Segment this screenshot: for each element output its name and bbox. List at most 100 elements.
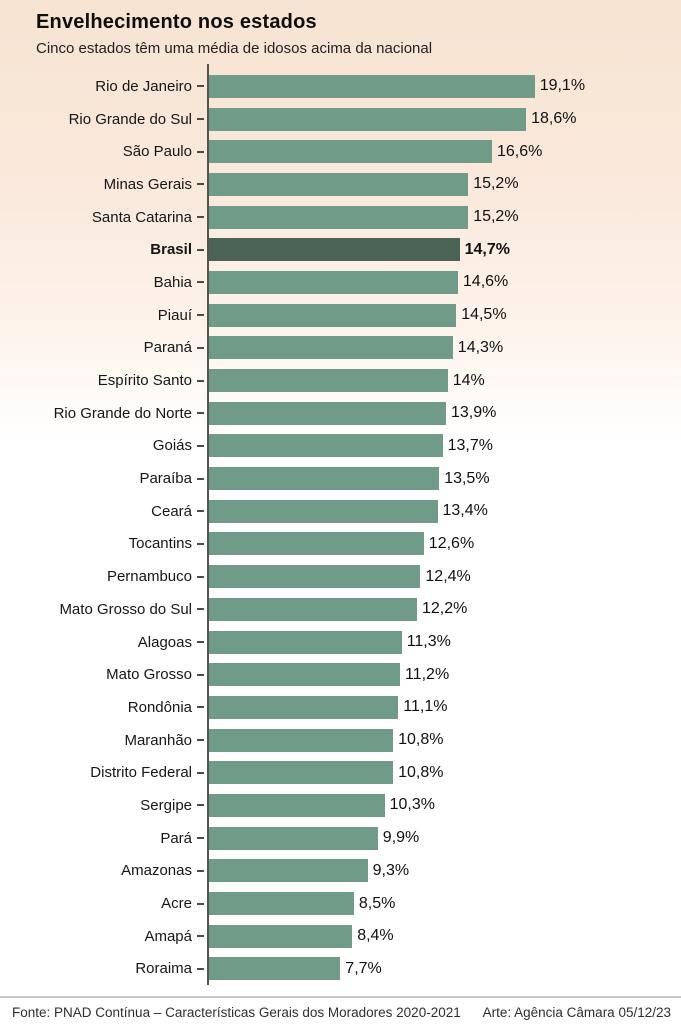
tick-wrap (192, 412, 207, 415)
tick-wrap (192, 477, 207, 480)
bar-row: Sergipe 10,3% (0, 789, 681, 822)
category-label: São Paulo (122, 143, 192, 161)
value-label: 14,6% (462, 273, 509, 291)
bar (209, 467, 440, 491)
bar-row: Piauí 14,5% (0, 298, 681, 332)
category-label: Mato Grosso (106, 666, 192, 684)
value-label: 15,2% (473, 208, 519, 226)
bar (209, 957, 341, 981)
value-label: 13,9% (451, 404, 497, 422)
bar-row: Paraíba 13,5% (0, 462, 681, 495)
bar-row: Paraná 14,3% (0, 331, 681, 365)
tick-mark (197, 477, 204, 480)
tick-mark (197, 575, 204, 578)
source-note: Fonte: PNAD Contínua – Características G… (12, 1005, 461, 1020)
bar (209, 303, 457, 327)
value-label: 12,6% (428, 534, 475, 552)
tick-wrap (192, 902, 207, 905)
tick-wrap (192, 216, 207, 219)
category-label: Santa Catarina (91, 208, 192, 226)
tick-wrap (192, 542, 207, 545)
bar (209, 892, 354, 916)
bar-track: 13,4% (207, 494, 681, 528)
bar-track: 7,7% (207, 952, 681, 986)
bar-track: 14,6% (207, 266, 681, 299)
value-label: 8,4% (357, 927, 394, 945)
category-label: Piauí (157, 306, 192, 324)
bar (209, 369, 448, 393)
tick-wrap (192, 641, 207, 644)
tick-mark (197, 771, 204, 774)
value-label: 19,1% (539, 77, 586, 95)
bar (209, 597, 417, 621)
bar (209, 499, 438, 523)
bar (209, 663, 400, 687)
bar-row: Pernambuco 12,4% (0, 560, 681, 593)
tick-wrap (192, 85, 207, 88)
value-label: 10,3% (389, 796, 435, 814)
category-label: Acre (161, 895, 192, 913)
bar-track: 8,5% (207, 887, 681, 920)
page-subtitle: Cinco estados têm uma média de idosos ac… (36, 40, 433, 57)
bar (209, 401, 446, 425)
axis-line-lead (207, 64, 217, 70)
bar (209, 695, 399, 719)
value-label: 14,3% (457, 338, 504, 356)
bar-row: Alagoas 11,3% (0, 625, 681, 659)
value-label: 13,4% (442, 502, 488, 520)
bar-track: 10,8% (207, 756, 681, 790)
value-label: 9,3% (372, 861, 410, 879)
bar-track: 8,4% (207, 919, 681, 953)
value-label: 11,1% (403, 698, 448, 716)
bar (209, 434, 443, 458)
bar-track: 12,4% (207, 560, 681, 593)
value-label: 10,8% (398, 763, 444, 781)
bar-track: 9,3% (207, 854, 681, 888)
value-label: 18,6% (531, 110, 577, 128)
bar (209, 336, 453, 360)
category-label: Bahia (153, 273, 192, 291)
tick-wrap (192, 346, 207, 349)
category-label: Distrito Federal (90, 764, 192, 782)
bar (209, 107, 527, 131)
category-label: Rio de Janeiro (95, 77, 192, 95)
category-label: Paraná (143, 339, 192, 357)
value-label: 7,7% (345, 959, 382, 977)
tick-mark (197, 837, 204, 840)
tick-wrap (192, 150, 207, 153)
tick-mark (197, 314, 204, 317)
bar-row: Maranhão 10,8% (0, 723, 681, 757)
bar (209, 140, 492, 164)
bar-track: 14,3% (207, 331, 681, 365)
bar-row: São Paulo 16,6% (0, 135, 681, 169)
tick-wrap (192, 673, 207, 676)
bar (209, 74, 535, 98)
bar-track: 12,2% (207, 593, 681, 626)
tick-wrap (192, 608, 207, 611)
bar-row: Brasil 14,7% (0, 233, 681, 267)
tick-mark (197, 510, 204, 513)
bar-track: 12,6% (207, 527, 681, 561)
bar-row: Pará 9,9% (0, 821, 681, 855)
tick-mark (197, 183, 204, 186)
credit-note: Arte: Agência Câmara 05/12/23 (482, 1005, 671, 1020)
value-label: 8,5% (358, 894, 396, 912)
bar (209, 238, 460, 262)
category-label: Tocantins (128, 535, 192, 553)
bar (209, 826, 378, 850)
category-label: Amazonas (121, 862, 192, 880)
bar (209, 565, 421, 589)
bar-track: 9,9% (207, 821, 681, 855)
category-label: Ceará (151, 502, 192, 520)
bar-row: Mato Grosso do Sul 12,2% (0, 593, 681, 626)
bar-track: 10,3% (207, 789, 681, 822)
category-label: Rio Grande do Sul (68, 110, 192, 128)
value-label: 13,5% (444, 469, 490, 487)
bar-row: Rio de Janeiro 19,1% (0, 70, 681, 103)
bar-row: Goiás 13,7% (0, 429, 681, 463)
tick-mark (197, 150, 204, 153)
category-label: Brasil (150, 241, 192, 259)
bar-chart: Rio de Janeiro 19,1% Rio Grande do Sul 18,6… (0, 64, 681, 986)
category-label: Alagoas (137, 633, 192, 651)
bar-track: 13,5% (207, 462, 681, 495)
